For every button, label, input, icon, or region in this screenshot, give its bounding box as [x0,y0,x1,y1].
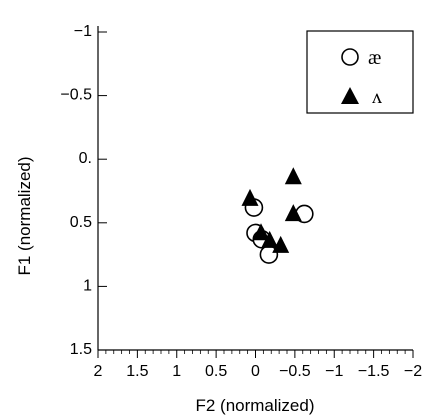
legend-label-ae: æ [368,47,381,69]
x-tick-label: −1.5 [358,363,390,380]
x-tick-label: −1 [325,363,343,380]
x-tick-label: 1.5 [126,363,148,380]
data-point-triangle [284,204,302,222]
x-tick-label: −0.5 [279,363,311,380]
x-axis-title: F2 (normalized) [195,396,314,415]
y-ticks: −1 −0.5 0. 0.5 1 1.5 [60,23,107,358]
y-tick-label: −0.5 [60,87,92,104]
legend-box [306,30,414,114]
x-tick-label: 0 [251,363,260,380]
y-tick-label: 1 [83,277,92,294]
y-tick-label: −1 [74,23,92,40]
x-tick-label: 1 [172,363,181,380]
x-ticks: 2 1.5 1 0.5 0 −0.5 −1 −1.5 −2 [94,350,422,380]
y-tick-label: 0. [79,150,92,167]
data-point-triangle [284,167,302,185]
data-points [241,167,314,264]
x-tick-label: 2 [94,363,103,380]
legend-label-wedge: ʌ [372,86,382,108]
legend-marker-triangle [341,87,359,104]
data-point-triangle [252,223,270,241]
data-point-triangle [272,235,290,253]
y-tick-label: 1.5 [70,341,92,358]
x-tick-label: 0.5 [205,363,227,380]
data-point-triangle [241,188,259,206]
legend: æ ʌ [306,30,414,114]
y-tick-label: 0.5 [70,214,92,231]
data-point-triangle [261,230,279,248]
y-axis-title: F1 (normalized) [15,156,34,275]
legend-marker-circle [341,48,359,66]
x-tick-label: −2 [404,363,422,380]
